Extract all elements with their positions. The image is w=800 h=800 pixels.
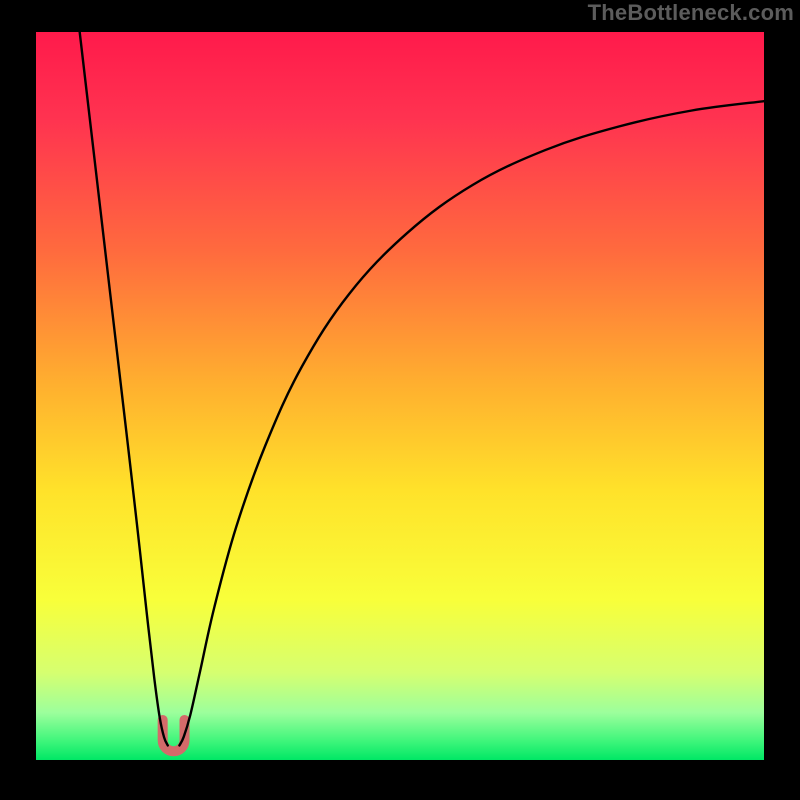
watermark-text: TheBottleneck.com xyxy=(588,0,794,26)
gradient-background xyxy=(36,32,764,760)
plot-svg xyxy=(36,32,764,760)
chart-stage: TheBottleneck.com xyxy=(0,0,800,800)
plot-area xyxy=(36,32,764,760)
